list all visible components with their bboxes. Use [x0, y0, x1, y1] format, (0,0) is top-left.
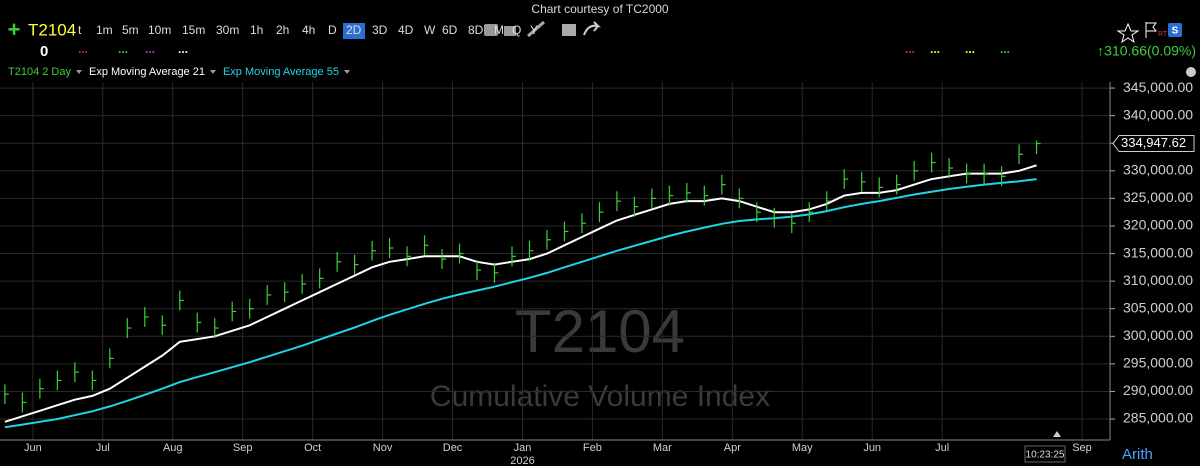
timeframe-button[interactable]: 6D [442, 23, 458, 37]
x-tick-label: Oct [304, 442, 321, 454]
legend-dropdown[interactable] [343, 70, 350, 74]
watermark-subtitle: Cumulative Volume Index [430, 380, 770, 413]
dots: ... [965, 42, 975, 56]
courtesy: Chart courtesy of TC2000 [531, 2, 669, 16]
time: 10:23:25 [1026, 450, 1065, 461]
timeframe-button[interactable]: Y [530, 23, 538, 37]
y-tick-label: 310,000.00 [1123, 272, 1193, 288]
y-tick-label: 305,000.00 [1123, 299, 1193, 315]
legend-dropdown[interactable] [209, 70, 216, 74]
dots: ... [178, 42, 188, 56]
flag-icon[interactable] [1145, 22, 1157, 38]
year-label: 2026 [510, 455, 534, 466]
y-tick-label: 315,000.00 [1123, 244, 1193, 260]
x-tick-label: Jul [935, 442, 949, 454]
x-tick-label: Dec [443, 442, 463, 454]
y-tick-label: 320,000.00 [1123, 217, 1193, 233]
timeframe-button[interactable]: 5m [122, 23, 139, 37]
timeframe-button[interactable]: Q [512, 23, 521, 37]
timeframe-button[interactable]: 15m [182, 23, 205, 37]
legend-entry[interactable]: T2104 2 Day [8, 66, 71, 78]
x-tick-label: Sep [1072, 442, 1092, 454]
timeframe-button[interactable]: 1m [96, 23, 113, 37]
zero-value: 0 [40, 43, 48, 60]
dots: ... [1000, 42, 1010, 56]
icon[interactable] [484, 24, 498, 36]
timeframe-button[interactable]: 3D [372, 23, 388, 37]
legend-dropdown[interactable] [75, 70, 82, 74]
icon[interactable] [583, 21, 602, 36]
selected-button [343, 23, 365, 39]
x-tick-label: Feb [583, 442, 602, 454]
badge: RT [1158, 31, 1168, 38]
y-tick-label: 290,000.00 [1123, 382, 1193, 398]
legend-entry[interactable]: Exp Moving Average 55 [223, 66, 339, 78]
toolbar-icons: RT S [484, 20, 1196, 77]
badge: S [1172, 26, 1179, 37]
watermark: T2104 [515, 298, 685, 365]
dots: ... [930, 42, 940, 56]
scale-mode[interactable]: Arith [1122, 446, 1153, 463]
x-tick-label: Apr [724, 442, 741, 454]
icon[interactable] [504, 26, 516, 36]
x-tick-label: Sep [233, 442, 253, 454]
icon[interactable] [527, 20, 545, 38]
y-tick-label: 330,000.00 [1123, 162, 1193, 178]
y-tick-label: 345,000.00 [1123, 79, 1193, 95]
y-tick-label: 325,000.00 [1123, 189, 1193, 205]
timeframe-button[interactable]: 4D [398, 23, 414, 37]
x-tick-label: Jun [863, 442, 881, 454]
timeframe-button[interactable]: 4h [302, 23, 315, 37]
x-tick-label: Jan [514, 442, 532, 454]
ema-line [4, 164, 1037, 423]
ema-line [4, 178, 1037, 429]
x-tick-label: Nov [373, 442, 393, 454]
timeframe-button[interactable]: 1h [250, 23, 263, 37]
timeframe-button[interactable]: t [78, 23, 82, 37]
legend-entry[interactable]: Exp Moving Average 21 [89, 66, 205, 78]
timeframe-button[interactable]: 2h [276, 23, 289, 37]
dots: ... ... ... ... ... ... ... ... [78, 42, 1010, 56]
x-tick-label: Jun [24, 442, 42, 454]
y-tick-label: 285,000.00 [1123, 410, 1193, 426]
y-tick-label: 295,000.00 [1123, 355, 1193, 371]
x-tick-label: Mar [653, 442, 672, 454]
time-box [1024, 445, 1066, 463]
timeframes: t 1m 5m 10m 15m 30m 1h 2h 4h D 2D 3D 4D W 6D 8D M Q Y [78, 23, 538, 39]
plot: 285,000.00 290,000.00 295,000.00 300,000.00… [0, 79, 1195, 466]
star-icon[interactable] [1116, 22, 1140, 44]
x-tick-label: May [792, 442, 813, 454]
y-tick-label: 300,000.00 [1123, 327, 1193, 343]
x-tick-label: Aug [163, 442, 183, 454]
change: ↑310.66(0.09%) [1097, 43, 1196, 59]
last-value-label: 334,947.62 [1121, 135, 1186, 150]
dots: ... [905, 42, 915, 56]
dots: ... [118, 42, 128, 56]
timeframe-button[interactable]: 30m [216, 23, 239, 37]
timeframe-button[interactable]: 10m [148, 23, 171, 37]
y-tick-label: 340,000.00 [1123, 106, 1193, 122]
timeframe-button[interactable]: W [424, 23, 436, 37]
x-tick-label: Jul [96, 442, 110, 454]
dots: ... [145, 42, 155, 56]
legend: T2104 2 Day Exp Moving Average 21 Exp Movi… [8, 66, 350, 78]
last-value-box [1112, 135, 1195, 153]
icon[interactable] [562, 24, 576, 36]
s-icon[interactable] [1168, 23, 1182, 37]
timeframe-button[interactable]: M [494, 23, 504, 37]
timeframe-button[interactable]: 8D [468, 23, 484, 37]
symbol[interactable]: T2104 [28, 20, 76, 39]
add-icon[interactable]: + [8, 17, 21, 42]
scroll-icon[interactable] [1053, 431, 1061, 437]
timeframe-button[interactable]: D [328, 23, 337, 37]
timeframe-button[interactable]: 2D [346, 23, 362, 37]
palette-icon[interactable] [1186, 67, 1196, 77]
dots: ... [78, 42, 88, 56]
